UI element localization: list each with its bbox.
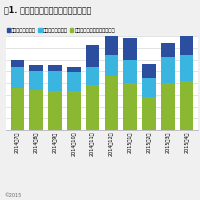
Bar	[11, 88, 24, 130]
Bar	[180, 55, 193, 81]
Bar	[123, 38, 137, 60]
Bar	[161, 83, 175, 130]
Bar	[105, 55, 118, 76]
Bar	[161, 57, 175, 83]
Bar	[29, 71, 43, 90]
Bar	[67, 91, 81, 130]
Bar	[11, 67, 24, 88]
Bar	[86, 85, 99, 130]
Bar	[142, 78, 156, 97]
Bar	[29, 65, 43, 71]
Bar	[48, 65, 62, 71]
Bar	[67, 67, 81, 72]
Bar	[123, 83, 137, 130]
Bar	[105, 29, 118, 55]
Legend: スマートウォッチ, スポーツウォッチ, その他（リストバンド型など: スマートウォッチ, スポーツウォッチ, その他（リストバンド型など	[5, 26, 117, 35]
Bar	[86, 67, 99, 85]
Bar	[161, 43, 175, 57]
Bar	[142, 97, 156, 130]
Bar	[48, 91, 62, 130]
Text: ©2015: ©2015	[4, 193, 21, 198]
Bar	[86, 45, 99, 67]
Bar	[67, 72, 81, 91]
Bar	[180, 36, 193, 55]
Bar	[105, 76, 118, 130]
Text: 図1. ウェアラブル端末の販売数量推移: 図1. ウェアラブル端末の販売数量推移	[4, 5, 91, 14]
Bar	[29, 90, 43, 130]
Bar	[11, 60, 24, 67]
Bar	[180, 81, 193, 130]
Bar	[48, 71, 62, 91]
Bar	[123, 60, 137, 83]
Bar	[142, 64, 156, 78]
